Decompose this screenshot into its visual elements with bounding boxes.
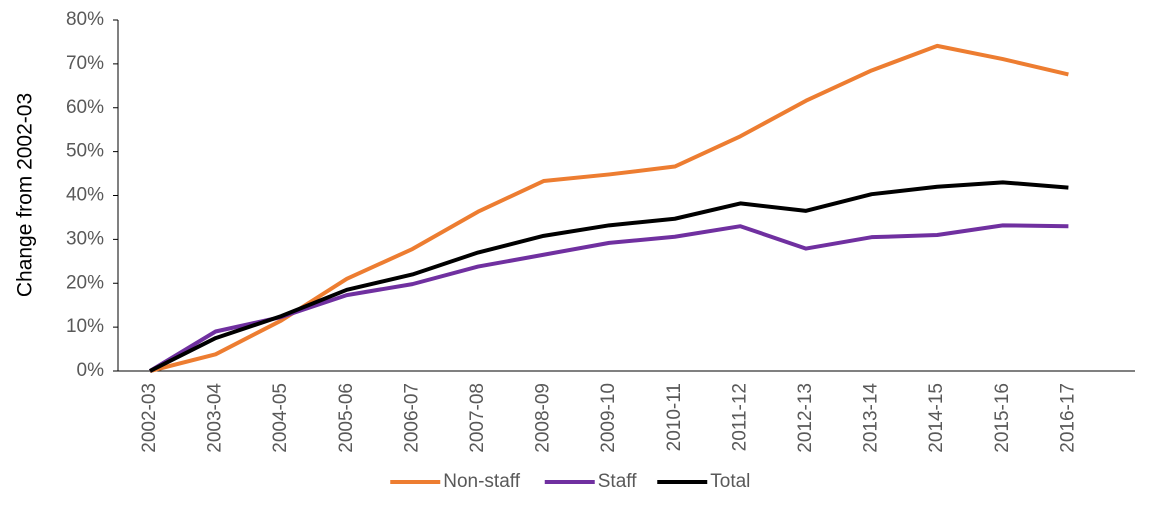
x-tick-label: 2010-11 [664, 383, 685, 451]
x-tick-label: 2011-12 [729, 383, 750, 451]
x-tick-label: 2008-09 [533, 383, 554, 453]
x-tick-label: 2012-13 [795, 383, 816, 453]
x-tick-label: 2009-10 [598, 383, 619, 453]
y-tick-label: 30% [66, 228, 104, 249]
y-tick-label: 0% [77, 360, 105, 381]
x-tick-label: 2006-07 [401, 383, 422, 453]
legend-label: Staff [598, 471, 637, 492]
y-tick-label: 50% [66, 141, 104, 162]
legend-label: Total [710, 471, 750, 492]
x-tick-label: 2015-16 [992, 383, 1013, 453]
x-tick-label: 2002-03 [139, 383, 160, 453]
y-tick-label: 20% [66, 272, 104, 293]
y-tick-label: 60% [66, 97, 104, 118]
x-tick-label: 2016-17 [1057, 383, 1078, 453]
y-axis-label: Change from 2002-03 [14, 93, 37, 297]
legend-label: Non-staff [443, 471, 520, 492]
y-tick-label: 70% [66, 53, 104, 74]
y-tick-label: 40% [66, 185, 104, 206]
x-tick-label: 2005-06 [336, 383, 357, 453]
x-tick-label: 2007-08 [467, 383, 488, 453]
y-tick-label: 80% [66, 9, 104, 30]
x-tick-label: 2004-05 [270, 383, 291, 453]
x-tick-label: 2003-04 [205, 383, 226, 453]
series-line [148, 223, 1069, 373]
series-line [149, 180, 1069, 373]
x-tick-label: 2014-15 [926, 383, 947, 453]
y-tick-label: 10% [66, 316, 104, 337]
series-line [149, 43, 1069, 373]
x-tick-label: 2013-14 [861, 383, 882, 453]
